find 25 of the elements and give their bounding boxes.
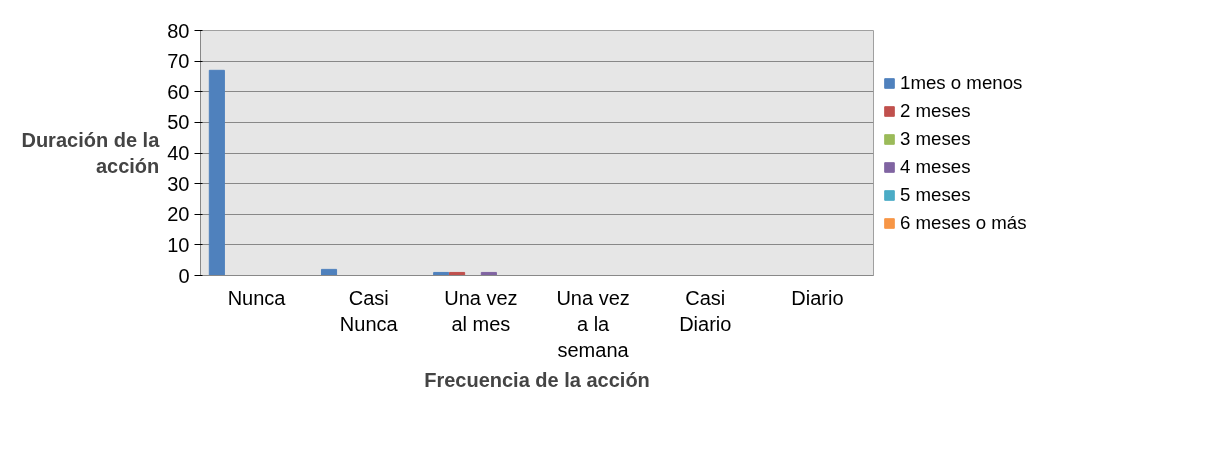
y-tick-label: 10 — [167, 233, 190, 256]
legend-label: 5 meses — [900, 183, 971, 206]
y-tick-label: 40 — [167, 142, 190, 164]
x-axis-title: Frecuencia de la acción — [424, 369, 650, 392]
legend-label: 6 meses o más — [900, 211, 1027, 234]
x-tick-label: Casi Diario — [679, 286, 732, 335]
y-axis-title: Duración de la acción — [21, 128, 161, 178]
y-tick-label: 60 — [167, 80, 190, 103]
legend-label: 1mes o menos — [900, 71, 1023, 94]
legend-label: 4 meses — [900, 155, 971, 178]
x-tick-label: Casi Nunca — [339, 286, 399, 335]
y-tick-label: 80 — [167, 19, 190, 42]
x-tick-label: Una vez al mes — [444, 286, 518, 335]
y-tick-label: 30 — [167, 172, 190, 195]
x-tick-label: Diario — [791, 286, 844, 309]
x-tick-label: Una vez a la semana — [556, 286, 630, 362]
legend-label: 3 meses — [900, 127, 971, 150]
legend-label: 2 meses — [900, 99, 971, 122]
y-tick-label: 20 — [167, 203, 190, 226]
bar — [320, 268, 338, 276]
bar — [208, 69, 225, 276]
y-tick-label: 50 — [167, 111, 190, 134]
y-tick-label: 70 — [167, 50, 190, 73]
y-tick-label: 0 — [178, 264, 190, 287]
x-tick-label: Nunca — [227, 286, 287, 309]
